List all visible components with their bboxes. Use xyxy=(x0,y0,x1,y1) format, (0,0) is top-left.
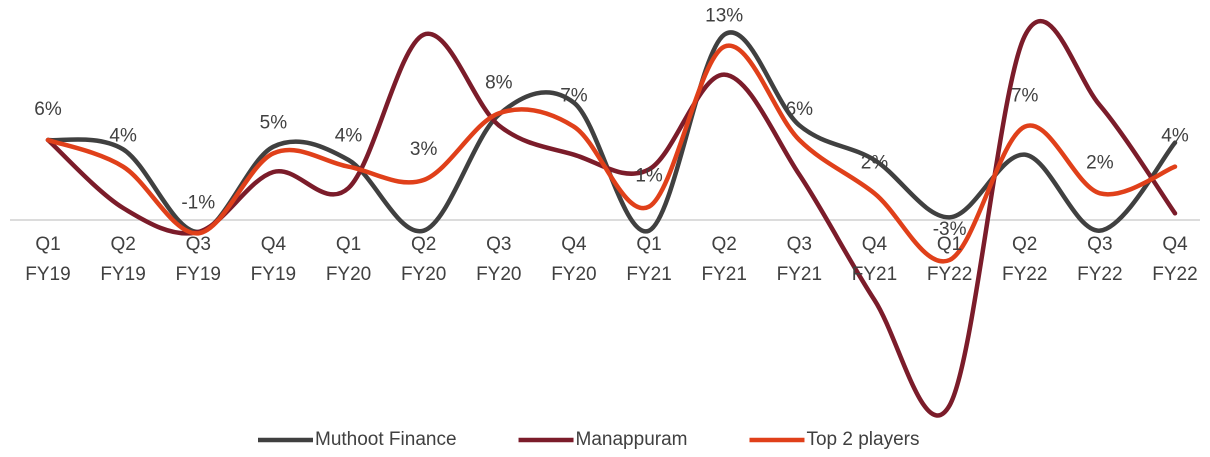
legend-label: Manappuram xyxy=(576,429,688,450)
x-tick-label: Q3 FY19 xyxy=(175,234,221,285)
data-label: 1% xyxy=(635,166,663,187)
x-tick-label: Q4 FY20 xyxy=(551,234,597,285)
x-tick-label: Q1 FY19 xyxy=(25,234,71,285)
data-label: -1% xyxy=(181,192,215,213)
series-line xyxy=(45,43,1178,264)
data-label: 5% xyxy=(260,112,288,133)
data-label: 2% xyxy=(1086,152,1114,173)
x-tick-label: Q4 FY22 xyxy=(1152,234,1198,285)
x-tick-label: Q1 FY22 xyxy=(926,234,973,285)
x-tick-label: Q2 FY22 xyxy=(1002,234,1048,285)
x-tick-label: Q2 FY19 xyxy=(100,234,146,285)
data-label: -3% xyxy=(933,219,967,240)
x-tick-label: Q2 FY21 xyxy=(701,234,747,285)
data-label: 8% xyxy=(485,72,513,93)
data-label: 7% xyxy=(1011,86,1039,107)
series-line xyxy=(45,30,1178,235)
data-label: 4% xyxy=(109,126,137,147)
data-label: 7% xyxy=(560,86,588,107)
legend-label: Muthoot Finance xyxy=(315,429,457,450)
x-tick-label: Q4 FY21 xyxy=(851,234,898,285)
data-label: 6% xyxy=(786,99,814,120)
x-tick-label: Q3 FY22 xyxy=(1077,234,1123,285)
x-tick-label: Q3 FY20 xyxy=(476,234,522,285)
data-label: 4% xyxy=(1161,126,1189,147)
x-tick-label: Q1 FY20 xyxy=(325,234,372,285)
data-label: 4% xyxy=(335,126,363,147)
x-tick-label: Q2 FY20 xyxy=(400,234,447,285)
data-label: 2% xyxy=(861,152,889,173)
legend-label: Top 2 players xyxy=(806,429,919,450)
data-label: 3% xyxy=(410,139,438,160)
x-tick-label: Q4 FY19 xyxy=(250,234,297,285)
x-tick-label: Q1 FY21 xyxy=(626,234,672,285)
data-label: 13% xyxy=(705,6,743,27)
x-tick-label: Q3 FY21 xyxy=(776,234,823,285)
data-label: 6% xyxy=(34,99,62,120)
series-line xyxy=(45,18,1178,418)
